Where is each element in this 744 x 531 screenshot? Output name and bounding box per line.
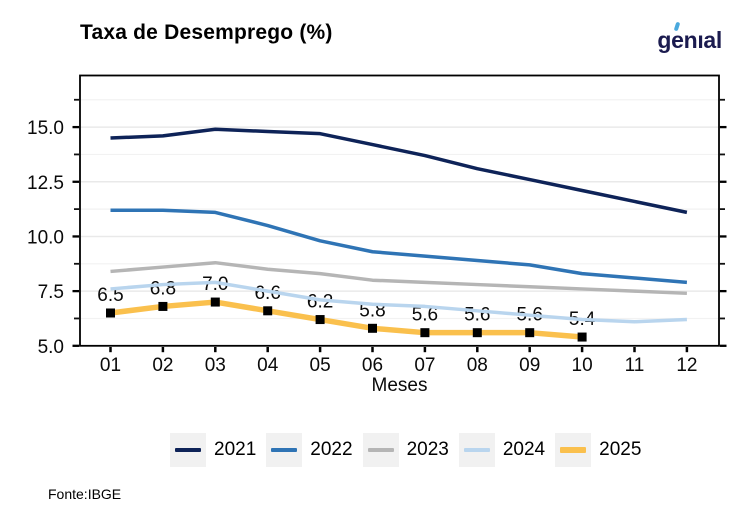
chart-title: Taxa de Desemprego (%) — [80, 21, 333, 44]
value-label: 6.6 — [254, 283, 280, 304]
legend-entry-2021: 2021 — [170, 433, 256, 467]
legend-swatch-2021 — [175, 448, 201, 452]
x-axis-title: Meses — [372, 375, 428, 396]
value-label: 5.6 — [412, 305, 438, 326]
legend-key — [266, 433, 303, 467]
x-tick-label: 10 — [572, 355, 593, 376]
x-tick-label: 06 — [362, 355, 383, 376]
legend-swatch-2024 — [463, 448, 490, 452]
value-label: 6.5 — [97, 285, 123, 306]
data-point-marker — [368, 323, 377, 333]
legend-label: 2022 — [310, 439, 353, 460]
y-tick-label: 10.0 — [27, 227, 64, 248]
data-point-marker — [577, 332, 587, 342]
value-label: 7.0 — [202, 274, 228, 295]
series-line-2023 — [110, 260, 687, 296]
chart-legend: 2021 2022 2023 2024 2025 — [170, 433, 641, 467]
x-tick-label: 09 — [519, 355, 540, 376]
y-tick-label: 12.5 — [27, 173, 64, 194]
series-line-2021 — [110, 127, 688, 215]
x-tick-label: 12 — [676, 355, 697, 376]
value-label: 5.6 — [464, 305, 490, 326]
legend-entry-2024: 2024 — [458, 433, 546, 467]
panel-border — [79, 74, 720, 347]
x-tick-label: 02 — [152, 355, 173, 376]
legend-swatch-2022 — [271, 448, 298, 452]
x-tick-label: 03 — [205, 355, 226, 376]
y-tick-label: 15.0 — [27, 118, 64, 139]
data-point-marker — [106, 308, 115, 318]
series-line-2024 — [110, 280, 687, 324]
legend-label: 2025 — [599, 439, 642, 460]
legend-key — [362, 433, 399, 467]
value-label: 6.8 — [150, 278, 176, 299]
source-note: Fonte:IBGE — [48, 486, 122, 502]
unemployment-line-chart: 6.5 6.8 7.0 6.6 6.2 5.8 5.6 5.6 5.6 5.45.07.510.0… — [27, 74, 727, 396]
x-tick-label: 08 — [467, 355, 488, 376]
legend-label: 2021 — [214, 439, 257, 460]
data-point-marker — [158, 301, 168, 311]
data-point-marker — [420, 328, 430, 338]
value-label: 6.2 — [307, 292, 333, 313]
logo-text: g — [657, 27, 672, 53]
y-tick-label: 7.5 — [38, 282, 64, 303]
legend-entry-2022: 2022 — [266, 433, 353, 467]
legend-label: 2024 — [502, 439, 546, 460]
x-tick-label: 04 — [257, 355, 279, 376]
x-tick-label: 05 — [310, 355, 331, 376]
x-tick-label: 07 — [414, 355, 435, 376]
legend-swatch-2025 — [560, 447, 587, 453]
data-point-marker — [263, 306, 273, 316]
legend-key — [170, 433, 206, 467]
legend-entry-2025: 2025 — [555, 433, 641, 467]
series-line-2022 — [110, 208, 688, 285]
legend-swatch-2023 — [367, 448, 394, 452]
logo-text-tail: nıal — [683, 27, 723, 53]
genial-logo: g enıal — [657, 21, 723, 53]
logo-accented-letter: e — [671, 21, 684, 53]
data-point-marker — [210, 297, 220, 307]
data-point-marker — [472, 328, 482, 338]
data-point-marker — [525, 328, 535, 338]
legend-key — [555, 433, 592, 467]
x-tick-label: 01 — [100, 355, 121, 376]
series-line-2025 — [110, 299, 583, 340]
legend-key — [458, 433, 495, 467]
legend-entry-2023: 2023 — [362, 433, 449, 467]
x-tick-label: 11 — [625, 355, 645, 376]
y-tick-label: 5.0 — [38, 337, 64, 358]
legend-label: 2023 — [406, 439, 449, 460]
data-point-marker — [315, 315, 325, 325]
